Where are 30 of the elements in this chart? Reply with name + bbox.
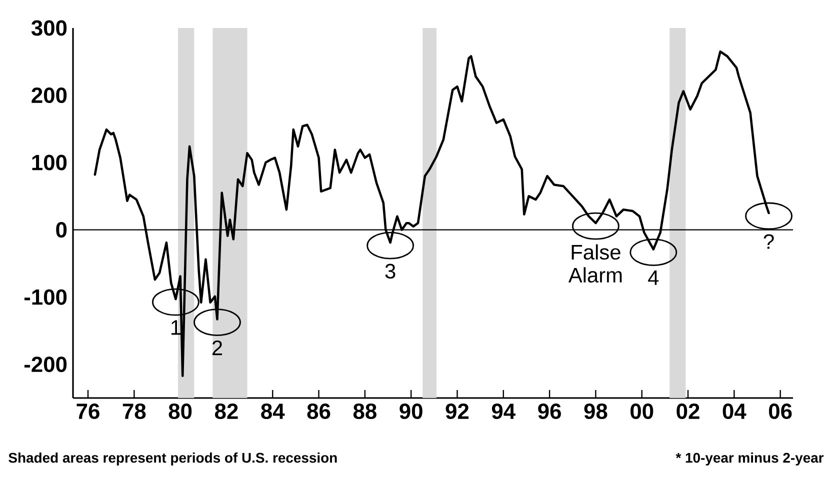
x-tick-label: 92 [446, 404, 469, 420]
x-tick-label: 76 [76, 404, 100, 420]
x-tick-label: 88 [353, 404, 376, 420]
y-tick-label: 100 [32, 154, 67, 170]
x-tick-label: 02 [676, 404, 700, 420]
annotation: ? [764, 234, 774, 249]
x-tick-label: 90 [400, 404, 422, 420]
y-tick-label: 200 [32, 88, 67, 104]
y-tick-label: -100 [24, 289, 67, 305]
annotation: 3 [385, 264, 396, 279]
x-tick-label: 82 [214, 404, 238, 420]
y-tick-label: -200 [24, 356, 67, 372]
x-tick-label: 96 [538, 404, 561, 420]
annotation: 2 [212, 340, 222, 356]
x-tick-label: 94 [492, 404, 516, 420]
y-tick-label: 300 [31, 20, 67, 36]
text: Shaded areas represent periods of U.S. recession [8, 452, 337, 466]
x-tick-label: 78 [122, 404, 146, 420]
x-tick-label: 98 [584, 404, 608, 420]
x-tick-label: 04 [722, 404, 746, 420]
annotation: 1 [171, 320, 180, 335]
text: * 10-year minus 2-year [676, 452, 824, 466]
x-tick-label: 06 [768, 404, 792, 420]
annotation: False Alarm [568, 244, 622, 283]
x-tick-label: 84 [261, 404, 285, 420]
x-tick-label: 86 [307, 404, 330, 420]
annotation: 4 [648, 270, 659, 285]
x-tick-label: 00 [630, 404, 654, 420]
x-tick-label: 80 [168, 404, 192, 420]
y-tick-label: 0 [56, 222, 67, 238]
